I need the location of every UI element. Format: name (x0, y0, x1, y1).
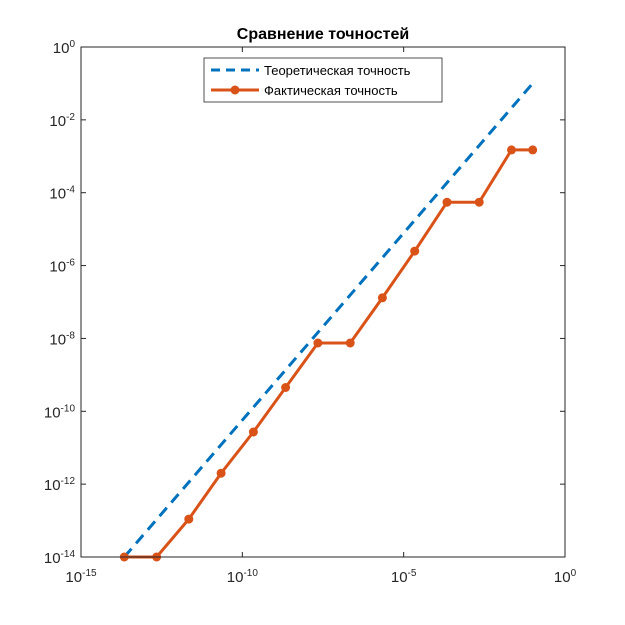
data-point-actual (345, 338, 355, 348)
y-tick-label: 100 (53, 39, 76, 57)
data-point-actual (281, 383, 291, 392)
x-tick-label: 10-10 (227, 568, 259, 586)
legend-label-actual: Фактическая точность (264, 83, 398, 98)
y-tick-label: 10-4 (49, 185, 75, 203)
y-tick-label: 10-8 (49, 330, 75, 348)
data-point-actual (248, 427, 258, 437)
y-tick-label: 10-12 (44, 476, 76, 494)
data-point-actual (507, 145, 516, 155)
plot-background (81, 47, 565, 557)
x-tick-label: 10-15 (65, 568, 97, 586)
data-point-actual (474, 197, 484, 207)
data-point-actual (528, 145, 538, 155)
plot-frame (80, 46, 566, 558)
data-point-actual (410, 246, 420, 256)
y-tick-label: 10-10 (44, 403, 76, 421)
x-tick-label: 10-5 (391, 568, 417, 586)
legend-box (203, 57, 443, 103)
data-point-actual (442, 197, 452, 207)
legend-label-theoretical: Теоретическая точность (264, 63, 411, 78)
chart-title: Сравнение точностей (237, 26, 409, 43)
legend-marker-actual (230, 85, 240, 95)
series-line-theoretical (123, 82, 534, 558)
data-point-actual (216, 468, 226, 478)
y-tick-label: 10-2 (49, 112, 75, 130)
data-point-actual (313, 338, 323, 348)
series-line-actual (124, 148, 533, 559)
y-tick-label: 10-14 (44, 549, 76, 567)
x-tick-label: 100 (554, 568, 577, 586)
y-tick-label: 10-6 (49, 258, 75, 276)
legend: Теоретическая точность Фактическая точно… (203, 57, 443, 103)
data-point-actual (377, 293, 387, 303)
data-point-actual (184, 514, 194, 524)
